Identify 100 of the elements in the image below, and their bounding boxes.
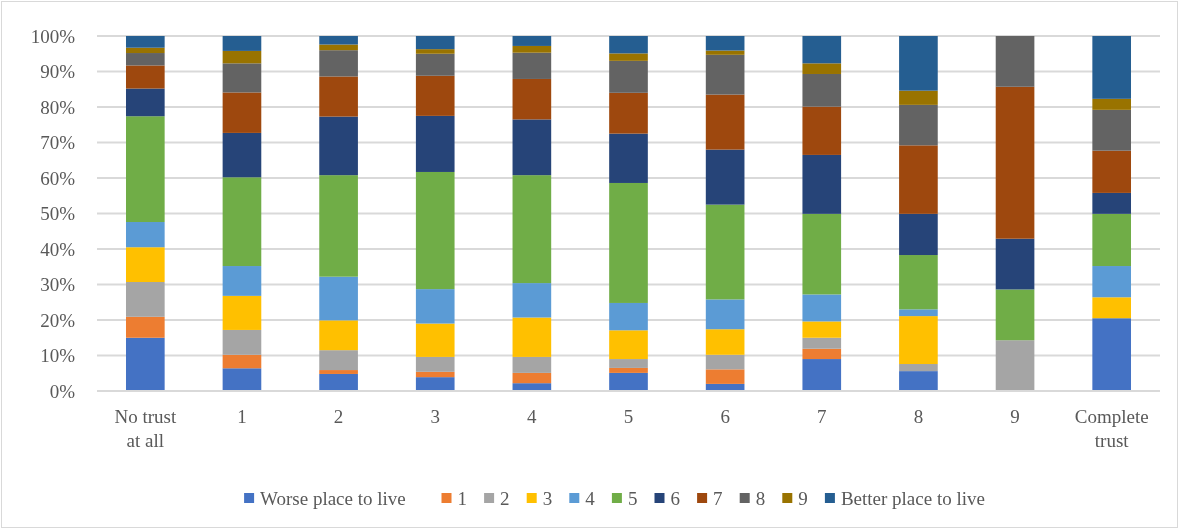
bar	[319, 175, 358, 277]
bar	[705, 204, 745, 300]
bar	[512, 119, 552, 176]
bar	[222, 63, 262, 93]
bar	[609, 182, 648, 303]
bar	[705, 50, 745, 55]
bar	[222, 368, 262, 391]
bar	[995, 340, 1035, 391]
bar	[609, 53, 648, 61]
bar	[609, 372, 648, 391]
bar	[512, 78, 552, 120]
x-tick-label: 7	[817, 406, 827, 427]
bar	[125, 222, 165, 248]
bar	[222, 36, 262, 51]
bar	[512, 356, 552, 373]
bar	[1092, 213, 1131, 267]
y-tick-label: 0%	[49, 380, 76, 402]
bar	[802, 36, 842, 64]
bar	[319, 50, 358, 77]
legend-label: 6	[670, 487, 680, 509]
bar	[222, 266, 262, 296]
bar	[705, 354, 745, 370]
bar	[609, 330, 648, 360]
bar	[899, 104, 938, 146]
bar	[222, 132, 262, 178]
bar	[125, 65, 165, 89]
legend-label: 5	[627, 487, 638, 509]
legend-label: 3	[542, 487, 553, 509]
bar	[1092, 150, 1131, 193]
legend-label: Better place to live	[840, 487, 985, 509]
bar	[415, 36, 455, 50]
bar	[512, 317, 552, 357]
bar	[1092, 318, 1131, 391]
legend-label: 7	[713, 487, 723, 509]
x-tick-label: 2	[333, 406, 344, 427]
y-tick-label: 50%	[40, 203, 76, 225]
x-tick-label: 5	[623, 406, 634, 427]
bar	[222, 177, 262, 267]
bar	[705, 369, 745, 384]
legend-label: 4	[585, 487, 596, 509]
bar	[125, 36, 165, 48]
x-tick-label: 3	[430, 406, 440, 427]
bar	[802, 337, 842, 349]
y-tick-label: 80%	[40, 96, 76, 118]
bar	[125, 116, 165, 223]
bar	[125, 337, 165, 391]
bar	[899, 255, 938, 310]
legend-label: 2	[500, 487, 510, 509]
bar	[415, 323, 455, 357]
x-tick-label: No trust at all	[114, 406, 177, 451]
bar	[705, 36, 745, 51]
x-tick-label: 6	[720, 406, 730, 427]
bar	[222, 329, 262, 355]
bar	[415, 371, 455, 378]
bar	[802, 321, 842, 338]
bar	[319, 76, 358, 117]
x-tick-label: 8	[913, 406, 924, 427]
bar	[319, 36, 358, 45]
legend-label: Worse place to live	[260, 487, 406, 509]
bar	[222, 92, 262, 133]
bar	[705, 94, 745, 150]
bar	[415, 53, 455, 76]
bar	[802, 106, 842, 155]
bar	[415, 171, 455, 290]
y-tick-label: 100%	[30, 25, 76, 47]
y-tick-label: 60%	[40, 167, 76, 189]
bar	[609, 367, 648, 373]
bar	[1092, 266, 1131, 298]
bar	[125, 53, 165, 66]
bar	[512, 175, 552, 284]
bar	[802, 294, 842, 322]
x-tick-label: 1	[237, 406, 247, 427]
bar	[995, 86, 1035, 239]
bar	[995, 289, 1035, 341]
y-tick-label: 20%	[40, 309, 76, 331]
bar	[222, 50, 262, 64]
bar	[899, 213, 938, 256]
bar	[1092, 36, 1131, 99]
bar	[802, 73, 842, 107]
bar	[319, 116, 358, 176]
bar	[222, 295, 262, 330]
bar	[995, 238, 1035, 290]
x-tick-label: Complete trust	[1074, 406, 1149, 451]
x-tick-label: 4	[527, 406, 538, 427]
bar	[802, 154, 842, 214]
bar	[705, 329, 745, 355]
legend-label: 1	[457, 487, 467, 509]
bar	[512, 372, 552, 384]
bar	[705, 299, 745, 330]
bar	[995, 36, 1035, 87]
legend-label: 9	[798, 487, 808, 509]
bar	[802, 213, 842, 295]
bar	[802, 348, 842, 360]
bar	[125, 47, 165, 54]
bar	[899, 90, 938, 105]
bar	[512, 52, 552, 79]
bar	[1092, 297, 1131, 319]
bar	[609, 60, 648, 93]
bar	[899, 36, 938, 91]
y-tick-label: 40%	[40, 238, 76, 260]
